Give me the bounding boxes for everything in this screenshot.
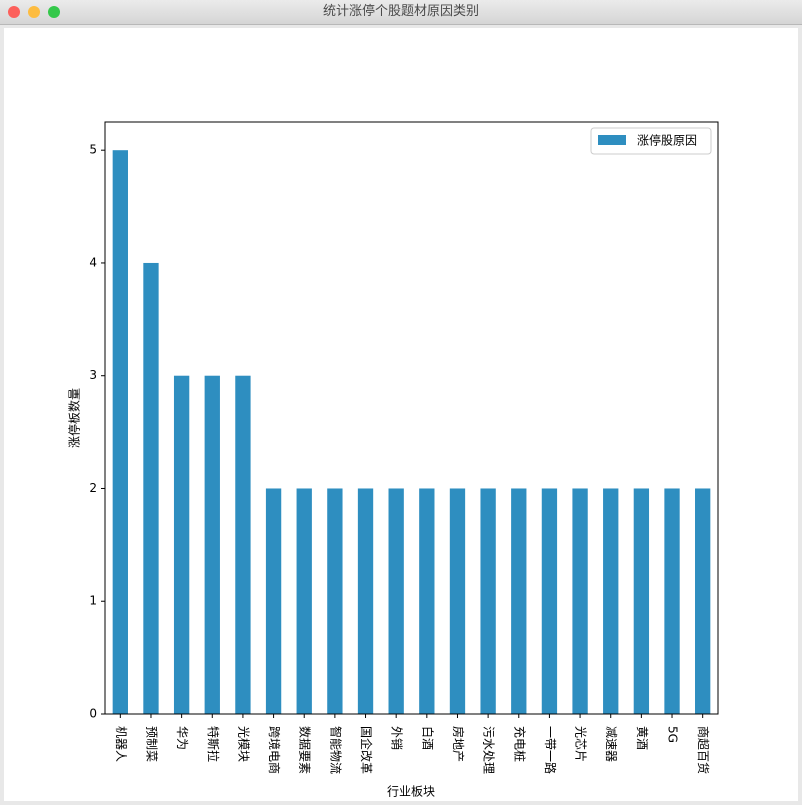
window-title: 统计涨停个股题材原因类别 — [322, 4, 479, 19]
y-axis-label: 涨停板数量 — [67, 388, 82, 448]
x-axis-label: 行业板块 — [387, 785, 435, 799]
x-tick-label: 数据要素 — [298, 726, 313, 774]
minimize-button[interactable] — [28, 6, 40, 18]
bar — [603, 488, 619, 714]
bar — [265, 488, 282, 714]
x-tick-label: 跨境电商 — [267, 726, 282, 774]
bar — [204, 375, 220, 714]
x-tick-label: 光模块 — [236, 726, 250, 762]
x-tick-label: 房地产 — [451, 726, 466, 762]
bar — [664, 488, 680, 714]
close-button[interactable] — [8, 6, 20, 18]
x-tick-label: 机器人 — [114, 726, 128, 762]
bar — [388, 488, 404, 714]
bar — [112, 150, 128, 714]
bar — [695, 488, 711, 714]
x-tick-label: 减速器 — [604, 726, 618, 762]
x-tick-label: 光芯片 — [574, 726, 588, 762]
y-tick-label: 1 — [89, 594, 97, 608]
x-tick-label: 充电桩 — [512, 726, 527, 762]
y-tick-label: 3 — [89, 368, 97, 382]
x-tick-label: 预制菜 — [144, 726, 158, 762]
x-tick-label: 特斯拉 — [206, 726, 221, 762]
x-tick-label: 5G — [666, 726, 680, 743]
bar — [541, 488, 558, 714]
bar — [296, 488, 312, 714]
legend-label: 涨停股原因 — [637, 133, 697, 148]
title-bar: 统计涨停个股题材原因类别 — [0, 0, 802, 25]
legend-box — [590, 127, 712, 155]
y-tick-label: 2 — [89, 481, 97, 495]
x-tick-label: 智能物流 — [328, 726, 343, 774]
bar — [419, 488, 435, 714]
x-tick-label: 外销 — [390, 726, 404, 750]
bar — [357, 488, 374, 714]
legend-swatch — [598, 135, 626, 145]
y-tick-label: 4 — [89, 255, 97, 269]
bar — [572, 488, 588, 714]
bar — [235, 375, 251, 714]
bar — [173, 375, 190, 714]
zoom-button[interactable] — [48, 6, 60, 18]
bar — [480, 488, 496, 714]
plot-frame — [104, 121, 719, 715]
x-tick-label: 白酒 — [420, 726, 435, 750]
bar — [449, 488, 466, 714]
x-tick-label: 国企改革 — [359, 726, 374, 774]
bar — [143, 262, 159, 714]
x-tick-label: 一带一路 — [543, 726, 558, 774]
y-tick-label: 0 — [89, 707, 97, 721]
x-tick-label: 黄酒 — [635, 726, 649, 750]
x-tick-label: 污水处理 — [482, 726, 496, 774]
x-tick-label: 华为 — [175, 726, 189, 750]
x-tick-label: 商超百货 — [696, 726, 711, 774]
bar — [327, 488, 343, 714]
y-tick-label: 5 — [89, 143, 97, 157]
bar — [633, 488, 650, 714]
bar — [511, 488, 527, 714]
